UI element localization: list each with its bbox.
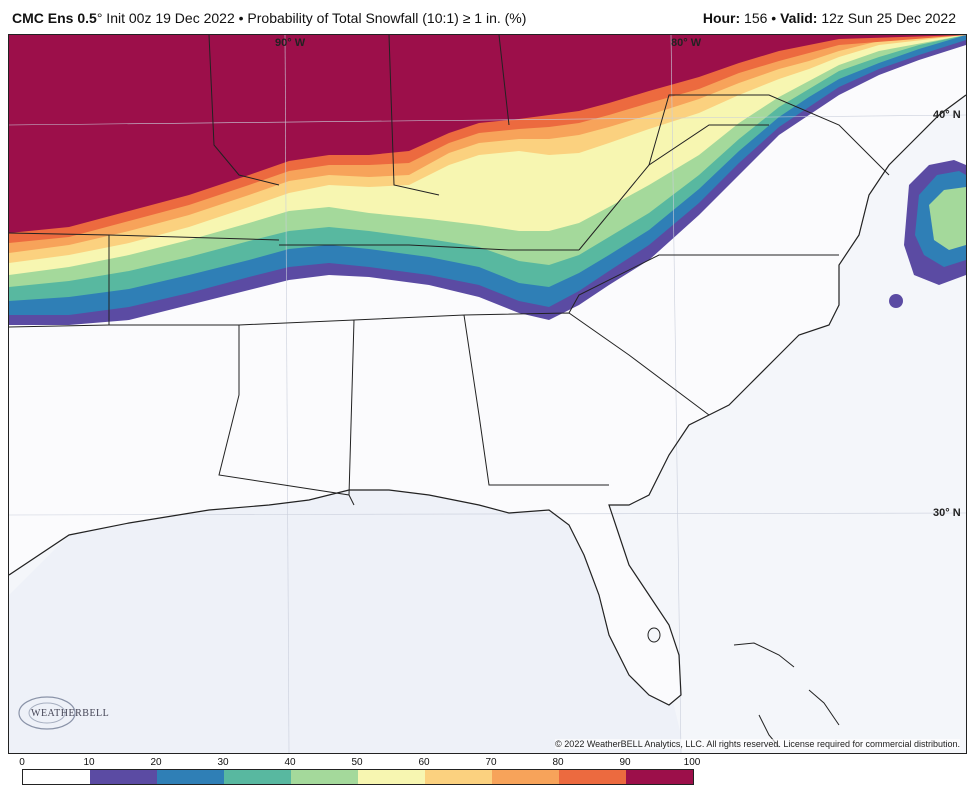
colorbar-tick-label: 30 [217,757,229,768]
offshore-band-40 [929,187,966,250]
map-canvas [9,35,966,753]
colorbar-swatch [291,770,358,784]
colorbar-tick-label: 40 [284,757,296,768]
colorbar-swatch [559,770,626,784]
weatherbell-logo: WEATHERBELL [17,693,110,733]
copyright-notice: © 2022 WeatherBELL Analytics, LLC. All r… [555,739,960,749]
colorbar-swatch [425,770,492,784]
lake-okeechobee [647,627,661,643]
colorbar-swatch [626,770,693,784]
hour-label: Hour: [702,10,741,26]
lat-label-40: 40° N [933,109,961,121]
header-bar: CMC Ens 0.5° Init 00z 19 Dec 2022 • Prob… [0,0,974,34]
colorbar-tick-label: 70 [485,757,497,768]
colorbar-tick-label: 0 [19,757,25,768]
model-name: CMC Ens 0.5 [12,10,97,26]
hour-value: 156 • [740,10,781,26]
valid-label: Valid: [780,10,818,26]
colorbar-swatch [90,770,157,784]
graticule [9,35,966,753]
title-right: Hour: 156 • Valid: 12z Sun 25 Dec 2022 [703,10,956,26]
colorbar-swatch [492,770,559,784]
lon-label-80: 80° W [671,37,702,49]
lon-label-90: 90° W [275,37,306,49]
gulf [9,490,681,753]
colorbar-tick-label: 80 [552,757,564,768]
lat-label-30: 30° N [933,507,961,519]
colorbar-swatch [23,770,90,784]
colorbar-tick-label: 50 [351,757,363,768]
map-panel: 40° N 30° N 90° W 80° W WEATHERBELL © 20… [8,34,967,754]
colorbar-tick-label: 10 [83,757,95,768]
colorbar-tick-label: 60 [418,757,430,768]
degree-mark: ° [96,10,103,26]
offshore-blob [889,294,903,308]
swirl-logo-icon [18,696,76,730]
band-90 [9,35,966,233]
title-left: CMC Ens 0.5° Init 00z 19 Dec 2022 • Prob… [12,10,526,26]
colorbar-swatch [358,770,425,784]
logo-text: WEATHERBELL [31,708,110,719]
colorbar-swatch [224,770,291,784]
colorbar-swatch [157,770,224,784]
colorbar-ticks: 0 10 20 30 40 50 60 70 80 90 100 [19,757,700,769]
colorbar-tick-label: 20 [150,757,162,768]
valid-value: 12z Sun 25 Dec 2022 [817,10,956,26]
colorbar-tick-label: 90 [619,757,631,768]
colorbar-tick-label: 100 [683,757,701,768]
coastline [9,94,966,706]
init-description: Init 00z 19 Dec 2022 • Probability of To… [102,10,527,26]
state-borders [9,35,890,506]
colorbar [22,769,694,785]
